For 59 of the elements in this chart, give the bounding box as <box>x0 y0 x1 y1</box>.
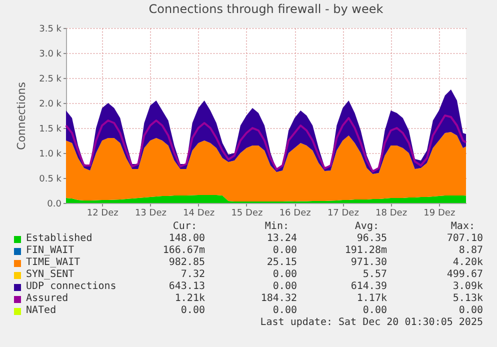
x-tick-label: 19 Dez <box>424 208 456 218</box>
text: 971.30 <box>350 257 387 269</box>
text: 0.00 <box>272 269 297 281</box>
text: 184.32 <box>260 293 297 305</box>
text: 4.20k <box>452 257 483 269</box>
text: Max: <box>450 221 475 233</box>
text: 25.15 <box>266 257 297 269</box>
text: 1.17k <box>356 293 387 305</box>
x-tick-label: 14 Dez <box>183 208 215 218</box>
legend-label: Assured <box>26 293 68 305</box>
text: 0.00 <box>272 245 297 257</box>
text: 614.39 <box>350 281 387 293</box>
text: 1.21k <box>174 293 205 305</box>
x-tick-label: 15 Dez <box>231 208 263 218</box>
text: 0.00 <box>180 305 205 317</box>
text: 8.87 <box>458 245 483 257</box>
text: Last update: Sat Dec 20 01:30:05 2025 <box>260 317 483 329</box>
line-series <box>65 114 467 172</box>
text: 166.67m <box>162 245 205 257</box>
text: 7.32 <box>180 269 205 281</box>
legend-label: NATed <box>26 305 56 317</box>
y-tick-label: 1.5 k <box>39 124 62 134</box>
text: 0.00 <box>272 281 297 293</box>
x-tick-label: 17 Dez <box>327 208 360 218</box>
x-tick-label: 13 Dez <box>134 208 167 218</box>
chart-title: Connections through firewall - by week <box>148 2 384 16</box>
y-tick-label: 0.0 <box>47 200 62 210</box>
text: 0.00 <box>458 305 483 317</box>
y-tick-label: 0.5 k <box>39 174 62 184</box>
text: 191.28m <box>344 245 387 257</box>
text: 5.57 <box>362 269 387 281</box>
y-tick-label: 1.0 k <box>39 150 62 160</box>
x-tick-label: 18 Dez <box>376 208 408 218</box>
y-tick-label: 2.5 k <box>39 74 62 84</box>
x-tick-label: 12 Dez <box>86 208 119 218</box>
legend-label: Established <box>26 233 92 245</box>
text: Avg: <box>354 221 379 233</box>
y-tick-label: 3.5 k <box>39 24 62 34</box>
legend-label: UDP connections <box>26 281 116 293</box>
x-tick-label: 16 Dez <box>279 208 312 218</box>
text: Min: <box>264 221 289 233</box>
legend-label: SYN_SENT <box>26 269 74 281</box>
text: 3.09k <box>452 281 483 293</box>
text: 0.00 <box>362 305 387 317</box>
text: 5.13k <box>452 293 483 305</box>
y-axis-title: Connections <box>15 82 28 150</box>
text: 499.67 <box>446 269 483 281</box>
legend-label: FIN_WAIT <box>26 245 74 257</box>
text: 96.35 <box>356 233 387 245</box>
text: 982.85 <box>168 257 205 269</box>
text: 13.24 <box>266 233 297 245</box>
text: 707.10 <box>446 233 483 245</box>
y-tick-label: 3.0 k <box>39 50 62 60</box>
text: Cur: <box>172 221 197 233</box>
text: 148.00 <box>168 233 205 245</box>
text: 643.13 <box>168 281 205 293</box>
y-tick-label: 2.0 k <box>39 100 62 110</box>
text: 0.00 <box>272 305 297 317</box>
legend-label: TIME_WAIT <box>26 257 80 269</box>
